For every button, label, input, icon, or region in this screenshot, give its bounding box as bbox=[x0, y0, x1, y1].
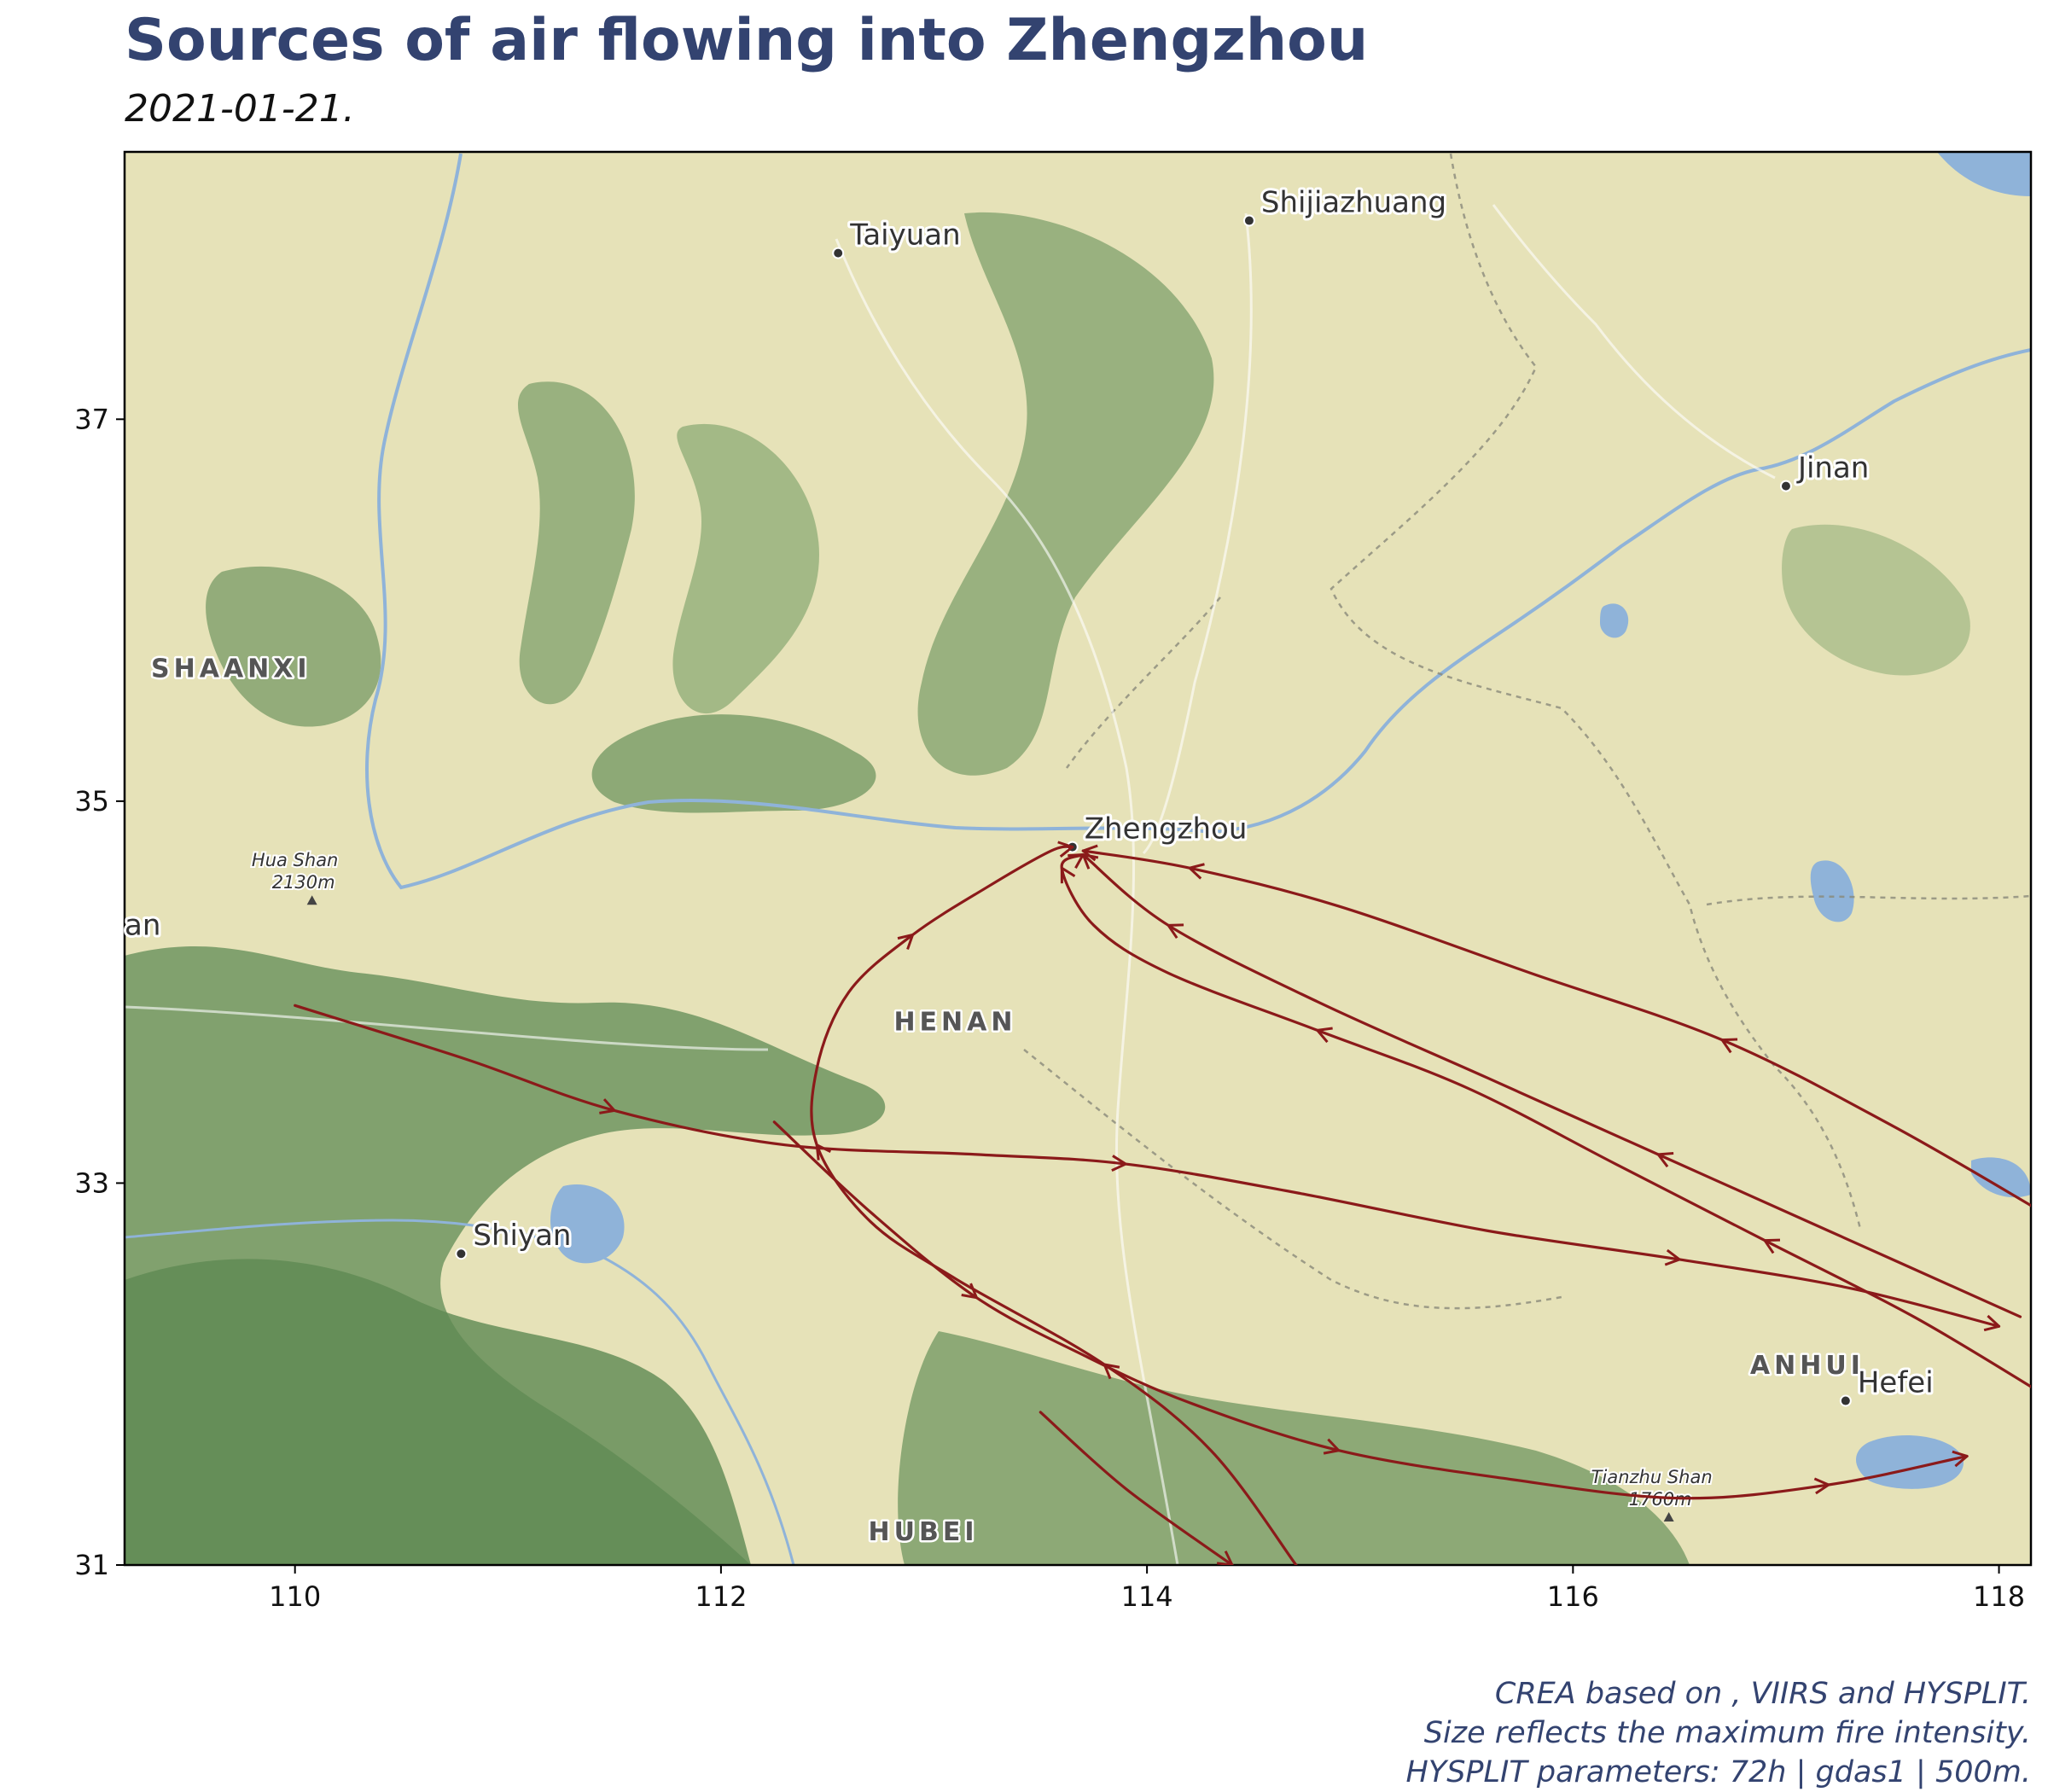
trajectory-line bbox=[1081, 852, 2022, 1318]
trajectory-arrowhead bbox=[1167, 923, 1184, 940]
trajectory-arrowhead bbox=[1057, 841, 1074, 858]
dabie-mountains bbox=[898, 1331, 1690, 1565]
map-labels: SHAANXI HENAN ANHUI HUBEI an Taiyuan Shijiazhu… bbox=[122, 183, 1936, 1550]
zhongtiao-mountains bbox=[591, 714, 876, 813]
city-label: Jinan bbox=[1796, 451, 1869, 486]
trajectory-arrowhead bbox=[1720, 1038, 1738, 1054]
city-marker bbox=[832, 247, 845, 259]
trajectory-arrowhead bbox=[1060, 866, 1076, 884]
trajectory-arrowhead bbox=[897, 934, 915, 950]
bohai-sea bbox=[1937, 152, 2031, 196]
dongping-lake bbox=[1600, 603, 1629, 638]
region-label: SHAANXI bbox=[151, 654, 311, 684]
x-tick-label: 116 bbox=[1547, 1580, 1599, 1613]
trajectory-arrowhead bbox=[815, 1143, 832, 1161]
peak-name: Tianzhu Shan bbox=[1591, 1467, 1713, 1487]
trajectory-arrowhead bbox=[599, 1098, 616, 1114]
y-tick-label: 31 bbox=[74, 1549, 109, 1581]
city-label: Shijiazhuang bbox=[1261, 186, 1446, 220]
y-tick-label: 35 bbox=[74, 785, 109, 817]
caption-line-2: Size reflects the maximum fire intensity… bbox=[1423, 1716, 2031, 1750]
y-tick-label: 33 bbox=[74, 1167, 109, 1199]
province-borders bbox=[1023, 153, 2031, 1310]
city-marker bbox=[1242, 214, 1255, 227]
basemap bbox=[125, 152, 2031, 1565]
x-tick-label: 112 bbox=[695, 1580, 747, 1613]
taiyue-mountains bbox=[672, 423, 819, 714]
x-tick-label: 110 bbox=[269, 1580, 321, 1613]
x-tick-label: 114 bbox=[1121, 1580, 1173, 1613]
trajectory-arrowhead bbox=[1316, 1027, 1333, 1044]
x-tick-label: 118 bbox=[1973, 1580, 2025, 1613]
map-title: Sources of air flowing into Zhengzhou bbox=[125, 7, 1369, 74]
hubei-highlands bbox=[125, 1259, 751, 1565]
trajectory-arrowhead bbox=[1763, 1238, 1781, 1254]
trajectory-arrowhead bbox=[1664, 1248, 1681, 1266]
caption: CREA based on , VIIRS and HYSPLIT. Size … bbox=[1406, 1674, 2032, 1792]
city-marker bbox=[1779, 480, 1792, 492]
trajectories bbox=[294, 841, 2031, 1565]
city-label: Taiyuan bbox=[849, 218, 960, 253]
danjiangkou-reservoir bbox=[550, 1184, 625, 1264]
peak-marker bbox=[306, 895, 317, 905]
taihang-mountains bbox=[917, 212, 1214, 776]
hongze-lake bbox=[1971, 1157, 2031, 1198]
yellow-river bbox=[365, 153, 2031, 890]
city-marker bbox=[1839, 1394, 1852, 1407]
trajectory-arrowhead bbox=[1813, 1477, 1830, 1495]
city-marker bbox=[455, 1248, 468, 1260]
region-label: HENAN bbox=[893, 1007, 1016, 1037]
peak-name: Hua Shan bbox=[252, 850, 338, 870]
caption-line-1: CREA based on , VIIRS and HYSPLIT. bbox=[1494, 1677, 2031, 1711]
y-tick-label: 37 bbox=[74, 403, 109, 435]
region-label: HUBEI bbox=[869, 1517, 979, 1547]
map-subtitle: 2021-01-21. bbox=[125, 87, 355, 131]
city-label: Zhengzhou bbox=[1085, 812, 1248, 847]
trajectory-arrowhead bbox=[1656, 1151, 1674, 1168]
trajectory-arrowhead bbox=[1983, 1314, 2001, 1332]
trajectory-arrowhead bbox=[1323, 1438, 1341, 1455]
city-label: Shiyan bbox=[473, 1219, 571, 1253]
peak-elevation: 2130m bbox=[272, 872, 335, 893]
city-label: Hefei bbox=[1858, 1366, 1934, 1400]
trajectory-arrowhead bbox=[1188, 863, 1205, 880]
trajectory-line bbox=[1081, 849, 2031, 1207]
trajectory-arrowhead bbox=[1111, 1155, 1127, 1172]
trajectory-arrowhead bbox=[1081, 853, 1099, 870]
shandong-hills bbox=[1782, 524, 1970, 676]
lvliang-mountains bbox=[518, 381, 635, 705]
trajectory-arrowhead bbox=[1952, 1450, 1969, 1468]
axis-ticks: 110 112 114 116 118 31 33 35 37 bbox=[74, 403, 2025, 1613]
edge-place-label: an bbox=[125, 909, 160, 943]
caption-line-3: HYSPLIT parameters: 72h | gdas1 | 500m. bbox=[1405, 1755, 2032, 1789]
trajectory-line bbox=[772, 1120, 1969, 1500]
shaanxi-hills bbox=[206, 566, 381, 727]
trajectory-arrowhead bbox=[1216, 1551, 1234, 1565]
plot-frame bbox=[123, 150, 2033, 1567]
roads bbox=[125, 204, 1776, 1565]
nansi-lake bbox=[1810, 860, 1854, 922]
trajectory-arrowhead bbox=[961, 1283, 978, 1300]
trajectory-line bbox=[1039, 1411, 1234, 1565]
region-label: ANHUI bbox=[1750, 1351, 1865, 1381]
peak-marker bbox=[1663, 1512, 1674, 1522]
